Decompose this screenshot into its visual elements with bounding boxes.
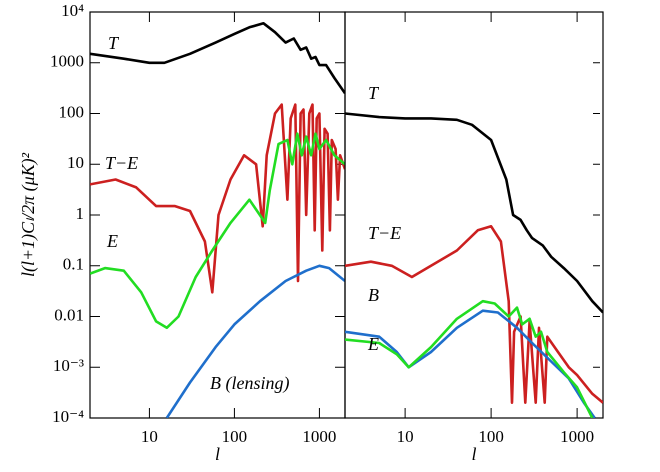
series-label: B (lensing) (210, 373, 289, 394)
series-line (345, 225, 603, 404)
y-tick-label: 10⁴ (61, 1, 84, 20)
series-line (345, 299, 594, 418)
series-line (345, 112, 603, 314)
series-label: T−E (105, 153, 138, 173)
y-tick-label: 0.1 (63, 255, 84, 274)
x-axis-label: l (215, 444, 220, 464)
series-line (90, 22, 345, 95)
y-tick-label: 10 (67, 153, 84, 172)
series-label: T (368, 83, 380, 103)
plot-area (90, 22, 345, 418)
y-tick-label: 1000 (50, 52, 84, 71)
series-line (90, 132, 345, 330)
y-tick-label: 0.01 (54, 305, 84, 324)
series-label: T−E (368, 223, 401, 243)
series-label: T (108, 33, 120, 53)
panel-frame (344, 11, 604, 419)
y-tick-label: 1 (76, 204, 85, 223)
series-label: B (368, 285, 379, 305)
series-line (90, 103, 345, 294)
y-tick-label: 100 (59, 102, 85, 121)
x-tick-label: 10 (397, 427, 414, 446)
x-axis-label: l (471, 444, 476, 464)
y-axis-label: l(l+1)Cₗ/2π (μK)² (18, 152, 39, 277)
series-line (165, 264, 345, 418)
x-tick-label: 100 (222, 427, 248, 446)
x-tick-label: 1000 (560, 427, 594, 446)
plot-area (345, 112, 603, 418)
x-tick-label: 1000 (302, 427, 336, 446)
series-label: E (367, 334, 379, 354)
x-tick-label: 100 (478, 427, 504, 446)
series-label: E (106, 231, 118, 251)
x-tick-label: 10 (141, 427, 158, 446)
y-tick-label: 10⁻⁴ (52, 407, 84, 426)
y-tick-label: 10⁻³ (53, 356, 84, 375)
